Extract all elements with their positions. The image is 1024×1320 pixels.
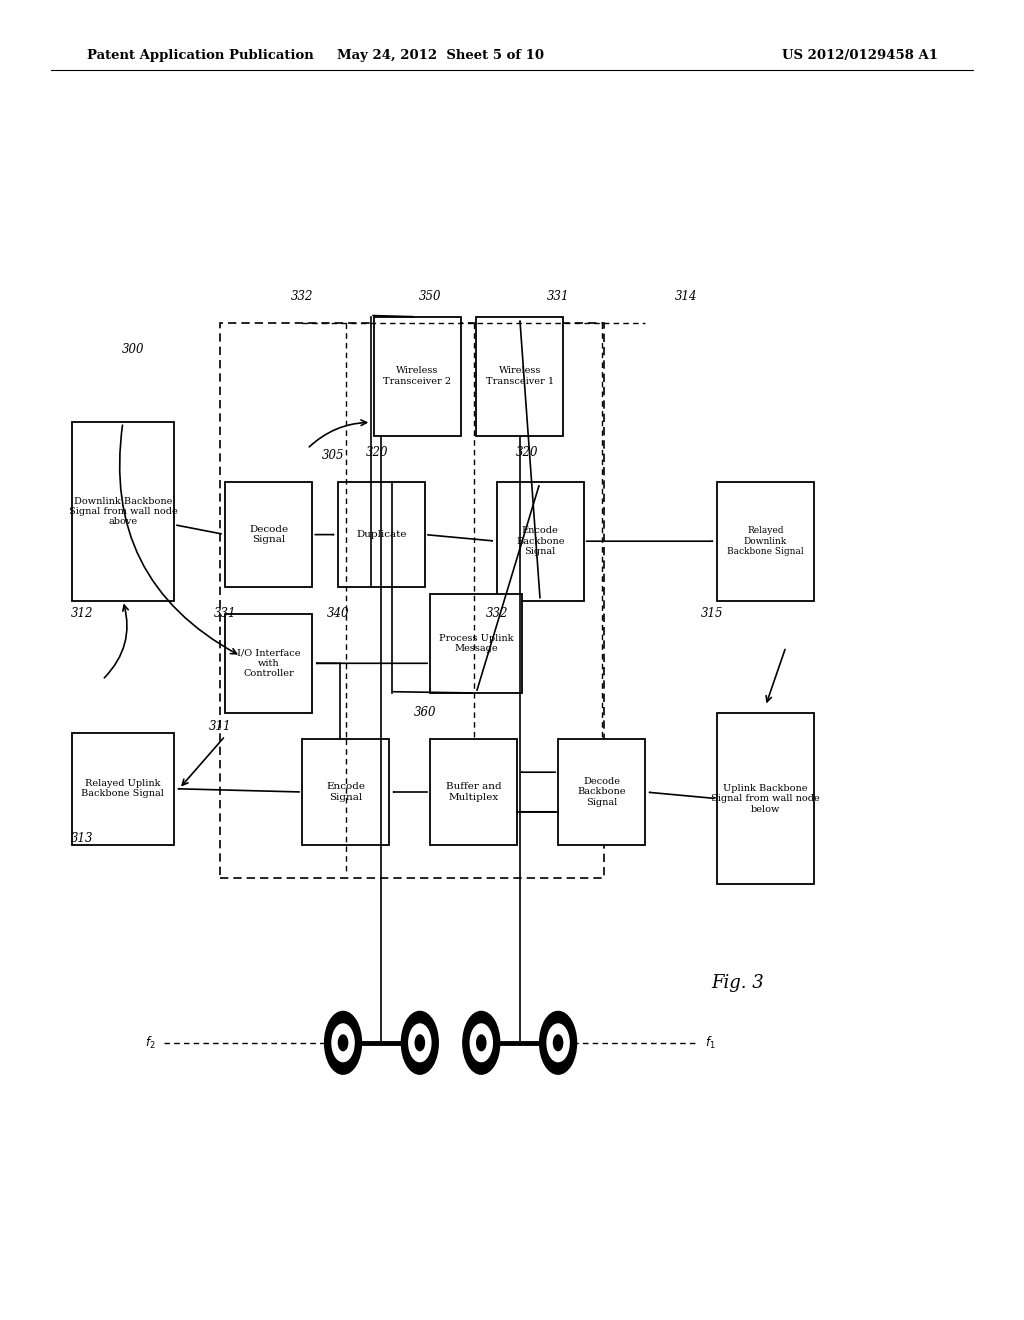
Text: 320: 320 — [366, 446, 388, 459]
Bar — [717, 713, 814, 884]
Ellipse shape — [338, 1035, 348, 1051]
Ellipse shape — [401, 1011, 438, 1074]
Bar — [302, 739, 389, 845]
Ellipse shape — [554, 1035, 563, 1051]
Text: Fig. 3: Fig. 3 — [711, 974, 764, 993]
Ellipse shape — [409, 1024, 431, 1061]
Text: Duplicate: Duplicate — [356, 531, 407, 539]
Bar — [338, 482, 425, 587]
Text: Uplink Backbone
Signal from wall node
below: Uplink Backbone Signal from wall node be… — [711, 784, 820, 813]
Ellipse shape — [476, 1035, 485, 1051]
Text: 305: 305 — [322, 449, 344, 462]
Ellipse shape — [463, 1011, 500, 1074]
Text: $f_1$: $f_1$ — [705, 1035, 715, 1051]
Text: 315: 315 — [700, 607, 723, 620]
Bar — [497, 482, 584, 601]
Bar — [225, 614, 312, 713]
Text: 320: 320 — [516, 446, 539, 459]
Text: Decode
Backbone
Signal: Decode Backbone Signal — [578, 777, 626, 807]
Text: 332: 332 — [485, 607, 508, 620]
Text: 312: 312 — [71, 607, 93, 620]
Bar — [374, 317, 461, 436]
Ellipse shape — [325, 1011, 361, 1074]
Text: Process Uplink
Message: Process Uplink Message — [439, 634, 513, 653]
Text: Patent Application Publication: Patent Application Publication — [87, 49, 313, 62]
Text: Decode
Signal: Decode Signal — [249, 525, 289, 544]
Text: Wireless
Transceiver 2: Wireless Transceiver 2 — [383, 367, 452, 385]
Bar — [476, 317, 563, 436]
Text: May 24, 2012  Sheet 5 of 10: May 24, 2012 Sheet 5 of 10 — [337, 49, 544, 62]
Text: Relayed
Downlink
Backbone Signal: Relayed Downlink Backbone Signal — [727, 527, 804, 556]
Text: 314: 314 — [675, 290, 697, 304]
Text: Encode
Signal: Encode Signal — [326, 783, 366, 801]
Text: 332: 332 — [291, 290, 313, 304]
Text: Wireless
Transceiver 1: Wireless Transceiver 1 — [485, 367, 554, 385]
Text: 340: 340 — [327, 607, 349, 620]
Bar — [220, 323, 604, 878]
Ellipse shape — [332, 1024, 354, 1061]
Text: I/O Interface
with
Controller: I/O Interface with Controller — [237, 648, 301, 678]
Bar — [72, 733, 174, 845]
Text: 313: 313 — [71, 832, 93, 845]
Text: 331: 331 — [214, 607, 237, 620]
Bar — [72, 422, 174, 601]
Text: 311: 311 — [209, 719, 231, 733]
Ellipse shape — [540, 1011, 577, 1074]
Text: $f_2$: $f_2$ — [145, 1035, 156, 1051]
Text: Relayed Uplink
Backbone Signal: Relayed Uplink Backbone Signal — [82, 779, 164, 799]
Bar — [430, 739, 517, 845]
Text: Downlink Backbone
Signal from wall node
above: Downlink Backbone Signal from wall node … — [69, 496, 177, 527]
Text: 360: 360 — [414, 706, 436, 719]
Ellipse shape — [547, 1024, 569, 1061]
Bar — [717, 482, 814, 601]
Text: Buffer and
Multiplex: Buffer and Multiplex — [445, 783, 502, 801]
Text: US 2012/0129458 A1: US 2012/0129458 A1 — [782, 49, 938, 62]
Text: 300: 300 — [122, 343, 144, 356]
Bar — [558, 739, 645, 845]
Bar — [430, 594, 522, 693]
Text: 350: 350 — [419, 290, 441, 304]
Bar — [225, 482, 312, 587]
Ellipse shape — [416, 1035, 424, 1051]
Ellipse shape — [470, 1024, 493, 1061]
Text: 331: 331 — [547, 290, 569, 304]
Text: Encode
Backbone
Signal: Encode Backbone Signal — [516, 527, 564, 556]
